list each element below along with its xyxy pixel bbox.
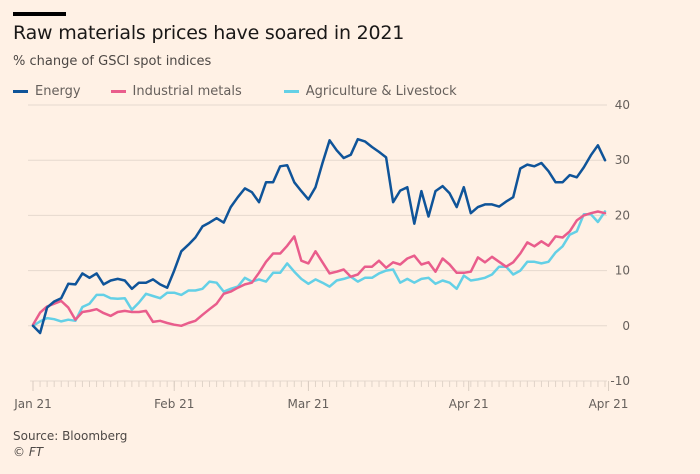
y-tick-label: 40 <box>615 98 630 112</box>
copyright-note: © FT <box>13 445 44 459</box>
ft-top-rule <box>13 12 66 16</box>
legend-swatch-energy <box>13 90 28 93</box>
legend-swatch-agriculture <box>283 90 299 93</box>
x-tick-label: Apr 21 <box>589 397 629 411</box>
y-tick-label: 10 <box>615 264 630 278</box>
legend-item-agriculture: Agriculture & Livestock <box>283 84 457 99</box>
x-tick-label: Mar 21 <box>288 397 330 411</box>
chart-subtitle: % change of GSCI spot indices <box>13 54 212 69</box>
y-tick-label: 30 <box>615 153 630 167</box>
legend-item-industrial-metals: Industrial metals <box>110 84 242 99</box>
legend: Energy Industrial metals Agriculture & L… <box>13 84 487 99</box>
legend-swatch-industrial-metals <box>110 90 126 93</box>
legend-item-energy: Energy <box>13 84 81 99</box>
y-tick-label: -10 <box>610 374 630 388</box>
x-tick-label: Apr 21 <box>449 397 489 411</box>
series-line-energy <box>31 137 607 335</box>
x-tick-label: Feb 21 <box>154 397 194 411</box>
legend-label-industrial-metals: Industrial metals <box>132 84 242 99</box>
series-line-agriculture-livestock <box>31 210 607 328</box>
legend-label-agriculture: Agriculture & Livestock <box>305 84 457 99</box>
x-tick-label: Jan 21 <box>13 397 52 411</box>
chart-title: Raw materials prices have soared in 2021 <box>13 22 405 44</box>
series-line-industrial-metals <box>31 210 607 328</box>
y-tick-label: 0 <box>622 319 630 333</box>
y-tick-label: 20 <box>615 208 630 222</box>
source-note: Source: Bloomberg <box>13 429 128 443</box>
legend-label-energy: Energy <box>35 84 81 99</box>
